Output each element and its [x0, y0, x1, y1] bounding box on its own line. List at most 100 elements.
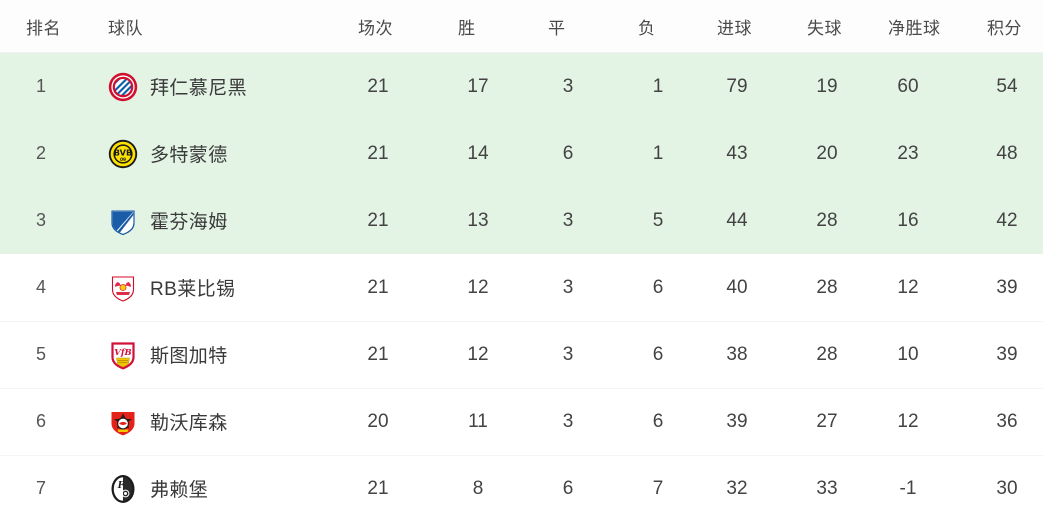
- goal_diff-cell: 23: [897, 142, 919, 164]
- points-cell: 42: [996, 209, 1018, 231]
- column-header-points[interactable]: 积分: [987, 19, 1022, 38]
- lost-cell: 6: [652, 343, 664, 365]
- won-cell: 14: [467, 142, 489, 164]
- lost-cell: 1: [652, 75, 664, 97]
- team-cell[interactable]: RB莱比锡: [108, 254, 235, 321]
- rank-cell: 2: [35, 143, 46, 163]
- won-cell: 11: [468, 410, 488, 432]
- rank-cell: 7: [35, 478, 46, 498]
- lost-cell: 7: [652, 477, 664, 499]
- team-name: 勒沃库森: [150, 413, 228, 434]
- borussia-dortmund-crest: BVB 09: [108, 139, 138, 169]
- goals_against-cell: 27: [816, 410, 838, 432]
- lost-cell: 6: [652, 410, 664, 432]
- goal_diff-cell: -1: [899, 477, 917, 499]
- goals_against-cell: 28: [816, 209, 838, 231]
- rank-cell: 6: [35, 411, 46, 431]
- goals_for-cell: 44: [726, 209, 748, 231]
- table-row[interactable]: 5 VfB 斯图加特 21 12 3 6 38 28 10 39: [0, 321, 1043, 388]
- column-header-rank[interactable]: 排名: [26, 19, 61, 38]
- played-cell: 21: [367, 276, 389, 298]
- rank-cell: 3: [35, 210, 46, 230]
- played-cell: 21: [367, 343, 389, 365]
- goal_diff-cell: 12: [897, 276, 919, 298]
- goals_against-cell: 33: [816, 477, 838, 499]
- svg-text:VfB: VfB: [114, 348, 131, 358]
- goals_for-cell: 40: [726, 276, 748, 298]
- column-header-team[interactable]: 球队: [108, 19, 143, 38]
- won-cell: 17: [467, 75, 489, 97]
- goals_for-cell: 32: [726, 477, 748, 499]
- points-cell: 36: [996, 410, 1018, 432]
- team-cell[interactable]: 勒沃库森: [108, 388, 228, 455]
- team-name: 斯图加特: [150, 346, 228, 367]
- table-row[interactable]: 6 勒沃库森 20 11 3 6 39 27 12 36: [0, 388, 1043, 455]
- lost-cell: 5: [652, 209, 664, 231]
- goals_for-cell: 39: [726, 410, 748, 432]
- team-cell[interactable]: 霍芬海姆: [108, 187, 228, 254]
- table-row[interactable]: 2 BVB 09 多特蒙德 21 14 6 1 43 20 23 48: [0, 120, 1043, 187]
- team-cell[interactable]: BVB 09 多特蒙德: [108, 120, 228, 187]
- svg-text:BVB: BVB: [114, 147, 133, 157]
- points-cell: 54: [996, 75, 1018, 97]
- team-cell[interactable]: 拜仁慕尼黑: [108, 53, 247, 120]
- drawn-cell: 3: [562, 209, 574, 231]
- goal_diff-cell: 16: [897, 209, 919, 231]
- team-name: 拜仁慕尼黑: [150, 78, 248, 99]
- drawn-cell: 6: [562, 477, 574, 499]
- drawn-cell: 3: [562, 276, 574, 298]
- team-name: 多特蒙德: [150, 145, 228, 166]
- svg-text:09: 09: [120, 157, 126, 163]
- table-row[interactable]: 7 F 弗赖堡 21 8 6 7 32 33 -1 30: [0, 455, 1043, 522]
- column-header-goals_against[interactable]: 失球: [807, 19, 842, 38]
- goals_against-cell: 28: [816, 343, 838, 365]
- table-header-row: 排名 球队 场次 胜 平 负 进球 失球 净胜球 积分: [0, 0, 1043, 53]
- goal_diff-cell: 60: [897, 75, 919, 97]
- column-header-won[interactable]: 胜: [458, 19, 476, 38]
- rank-cell: 1: [35, 76, 46, 96]
- team-name: 弗赖堡: [150, 480, 209, 501]
- played-cell: 21: [367, 477, 389, 499]
- column-header-goals_for[interactable]: 进球: [717, 19, 752, 38]
- goals_against-cell: 28: [816, 276, 838, 298]
- bayern-munich-crest: [108, 72, 138, 102]
- won-cell: 12: [467, 276, 489, 298]
- team-name: 霍芬海姆: [150, 212, 228, 233]
- svg-text:F: F: [117, 481, 125, 491]
- won-cell: 12: [467, 343, 489, 365]
- points-cell: 48: [996, 142, 1018, 164]
- played-cell: 20: [367, 410, 389, 432]
- column-header-drawn[interactable]: 平: [548, 19, 566, 38]
- sc-freiburg-crest: F: [108, 474, 138, 504]
- team-cell[interactable]: F 弗赖堡: [108, 455, 208, 522]
- played-cell: 21: [367, 142, 389, 164]
- points-cell: 39: [996, 343, 1018, 365]
- goals_against-cell: 19: [816, 75, 838, 97]
- won-cell: 8: [472, 477, 484, 499]
- rank-cell: 5: [35, 344, 46, 364]
- goals_for-cell: 43: [726, 142, 748, 164]
- team-cell[interactable]: VfB 斯图加特: [108, 321, 228, 388]
- column-header-goal_diff[interactable]: 净胜球: [888, 19, 941, 38]
- points-cell: 30: [996, 477, 1018, 499]
- won-cell: 13: [467, 209, 489, 231]
- table-body: 1 拜仁慕尼黑 21 17 3 1 79 19 60 54 2 BVB 09 多特蒙德 21 14 6 1…: [0, 53, 1043, 522]
- goals_for-cell: 38: [726, 343, 748, 365]
- column-header-played[interactable]: 场次: [358, 19, 393, 38]
- table-row[interactable]: 1 拜仁慕尼黑 21 17 3 1 79 19 60 54: [0, 53, 1043, 120]
- table-row[interactable]: 4 RB莱比锡 21 12 3 6 40 28 12 39: [0, 254, 1043, 321]
- rb-leipzig-crest: [108, 273, 138, 303]
- table-row[interactable]: 3 霍芬海姆 21 13 3 5 44 28 16 42: [0, 187, 1043, 254]
- lost-cell: 1: [652, 142, 664, 164]
- goal_diff-cell: 10: [897, 343, 919, 365]
- goals_for-cell: 79: [726, 75, 748, 97]
- column-header-lost[interactable]: 负: [638, 19, 656, 38]
- team-name: RB莱比锡: [150, 279, 236, 300]
- vfb-stuttgart-crest: VfB: [108, 340, 138, 370]
- played-cell: 21: [367, 75, 389, 97]
- bayer-leverkusen-crest: [108, 407, 138, 437]
- hoffenheim-crest: [108, 206, 138, 236]
- points-cell: 39: [996, 276, 1018, 298]
- played-cell: 21: [367, 209, 389, 231]
